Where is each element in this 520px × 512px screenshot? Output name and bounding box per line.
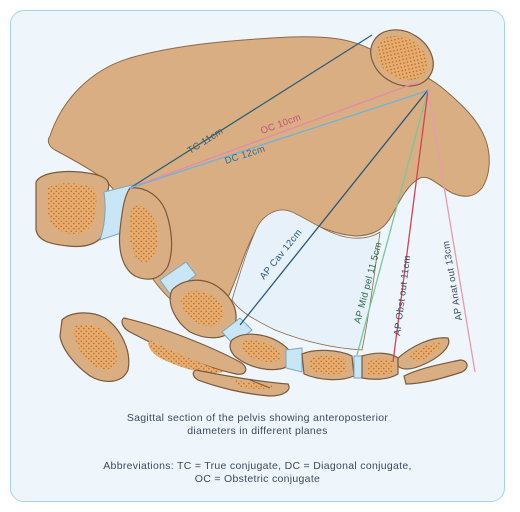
oc-line — [129, 81, 419, 189]
figure-caption: Sagittal section of the pelvis showing a… — [10, 412, 505, 438]
ap-obst-line — [392, 89, 429, 363]
dc-line — [129, 89, 431, 189]
abbreviations: Abbreviations: TC = True conjugate, DC =… — [10, 460, 505, 486]
symphysis-pubis — [370, 29, 434, 87]
ap-mid-line — [356, 89, 429, 356]
ap-anat-line — [427, 89, 476, 373]
posterior-bones — [59, 312, 290, 397]
abbreviations-line-1: Abbreviations: TC = True conjugate, DC =… — [103, 460, 412, 472]
abbreviations-line-2: OC = Obstetric conjugate — [194, 473, 321, 485]
ap-obst-label: AP Obst out 11cm — [392, 255, 413, 337]
pelvic-cavity — [231, 209, 381, 351]
ap-cav-line — [239, 89, 429, 326]
diameter-lines — [129, 34, 476, 373]
caption-line-2: diameters in different planes — [187, 425, 328, 437]
tc-line — [129, 34, 373, 189]
ap-anat-label: AP Anat out 13cm — [441, 240, 465, 321]
sacral-vertebrae — [35, 170, 468, 385]
caption-line-1: Sagittal section of the pelvis showing a… — [126, 412, 389, 424]
